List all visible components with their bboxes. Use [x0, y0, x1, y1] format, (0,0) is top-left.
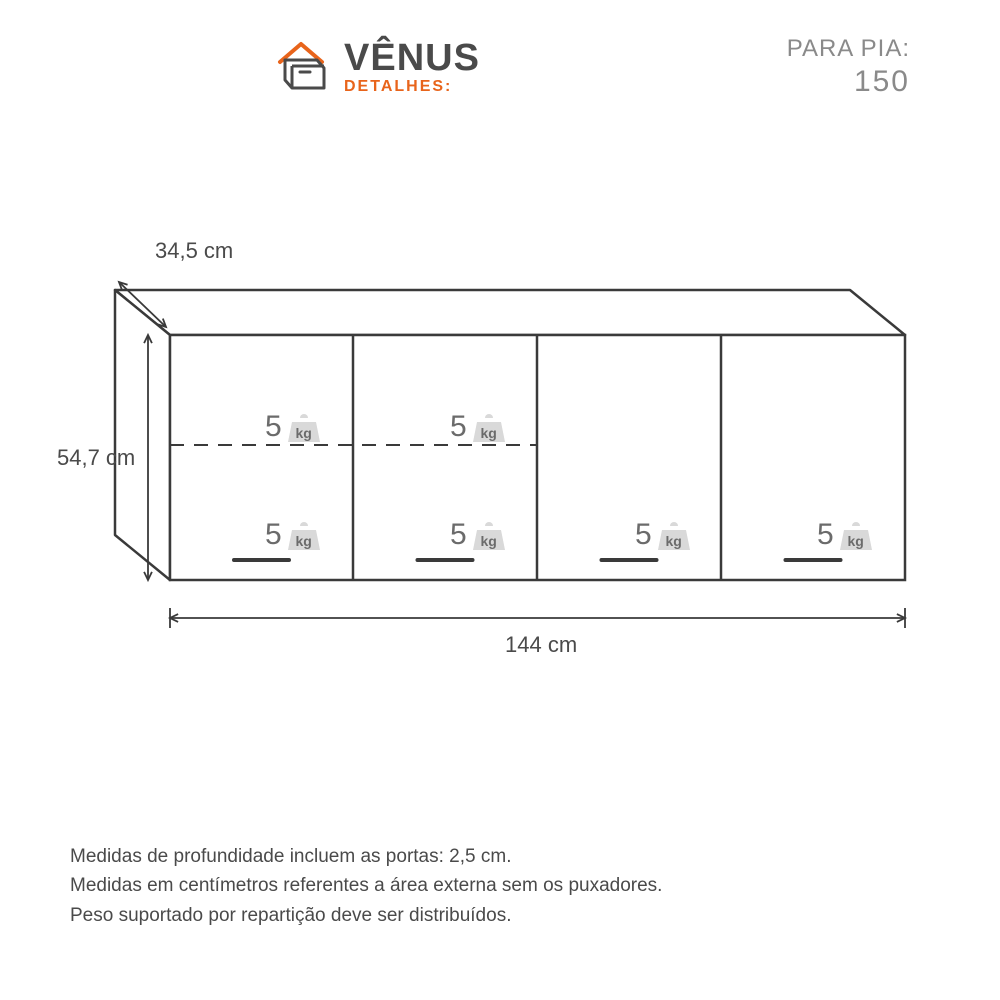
pia-value: 150	[787, 64, 910, 100]
weight-value: 5	[265, 410, 282, 444]
weight-value: 5	[450, 410, 467, 444]
footer-line-1: Medidas de profundidade incluem as porta…	[70, 842, 662, 871]
weight-unit: kg	[471, 425, 507, 441]
weight-icon: kg	[656, 522, 692, 552]
weight-value: 5	[265, 518, 282, 552]
cabinet-svg	[75, 260, 925, 680]
cabinet-diagram: 34,5 cm 54,7 cm 144 cm 5kg5kg5kg5kg5kg5k…	[75, 260, 925, 680]
depth-dimension: 34,5 cm	[155, 238, 233, 264]
pia-label: PARA PIA:	[787, 35, 910, 64]
weight-icon: kg	[838, 522, 874, 552]
weight-unit: kg	[286, 425, 322, 441]
weight-icon: kg	[286, 522, 322, 552]
weight-value: 5	[450, 518, 467, 552]
weight-badge: 5kg	[265, 518, 322, 552]
weight-icon: kg	[471, 414, 507, 444]
header: VÊNUS DETALHES: PARA PIA: 150	[0, 35, 1000, 100]
weight-value: 5	[635, 518, 652, 552]
weight-icon: kg	[471, 522, 507, 552]
weight-badge: 5kg	[635, 518, 692, 552]
pia-info: PARA PIA: 150	[787, 35, 910, 100]
weight-unit: kg	[656, 533, 692, 549]
weight-value: 5	[817, 518, 834, 552]
logo-group: VÊNUS DETALHES:	[270, 35, 480, 100]
weight-badge: 5kg	[817, 518, 874, 552]
weight-unit: kg	[286, 533, 322, 549]
weight-icon: kg	[286, 414, 322, 444]
height-dimension: 54,7 cm	[57, 445, 135, 471]
footer-line-2: Medidas em centímetros referentes a área…	[70, 871, 662, 900]
product-title: VÊNUS	[344, 39, 480, 79]
weight-badge: 5kg	[265, 410, 322, 444]
house-cabinet-icon	[270, 38, 332, 96]
weight-badge: 5kg	[450, 518, 507, 552]
footer-notes: Medidas de profundidade incluem as porta…	[70, 842, 662, 930]
weight-unit: kg	[471, 533, 507, 549]
weight-badge: 5kg	[450, 410, 507, 444]
logo-text: VÊNUS DETALHES:	[344, 39, 480, 96]
width-dimension: 144 cm	[505, 632, 577, 658]
product-subtitle: DETALHES:	[344, 79, 480, 96]
footer-line-3: Peso suportado por repartição deve ser d…	[70, 901, 662, 930]
weight-unit: kg	[838, 533, 874, 549]
